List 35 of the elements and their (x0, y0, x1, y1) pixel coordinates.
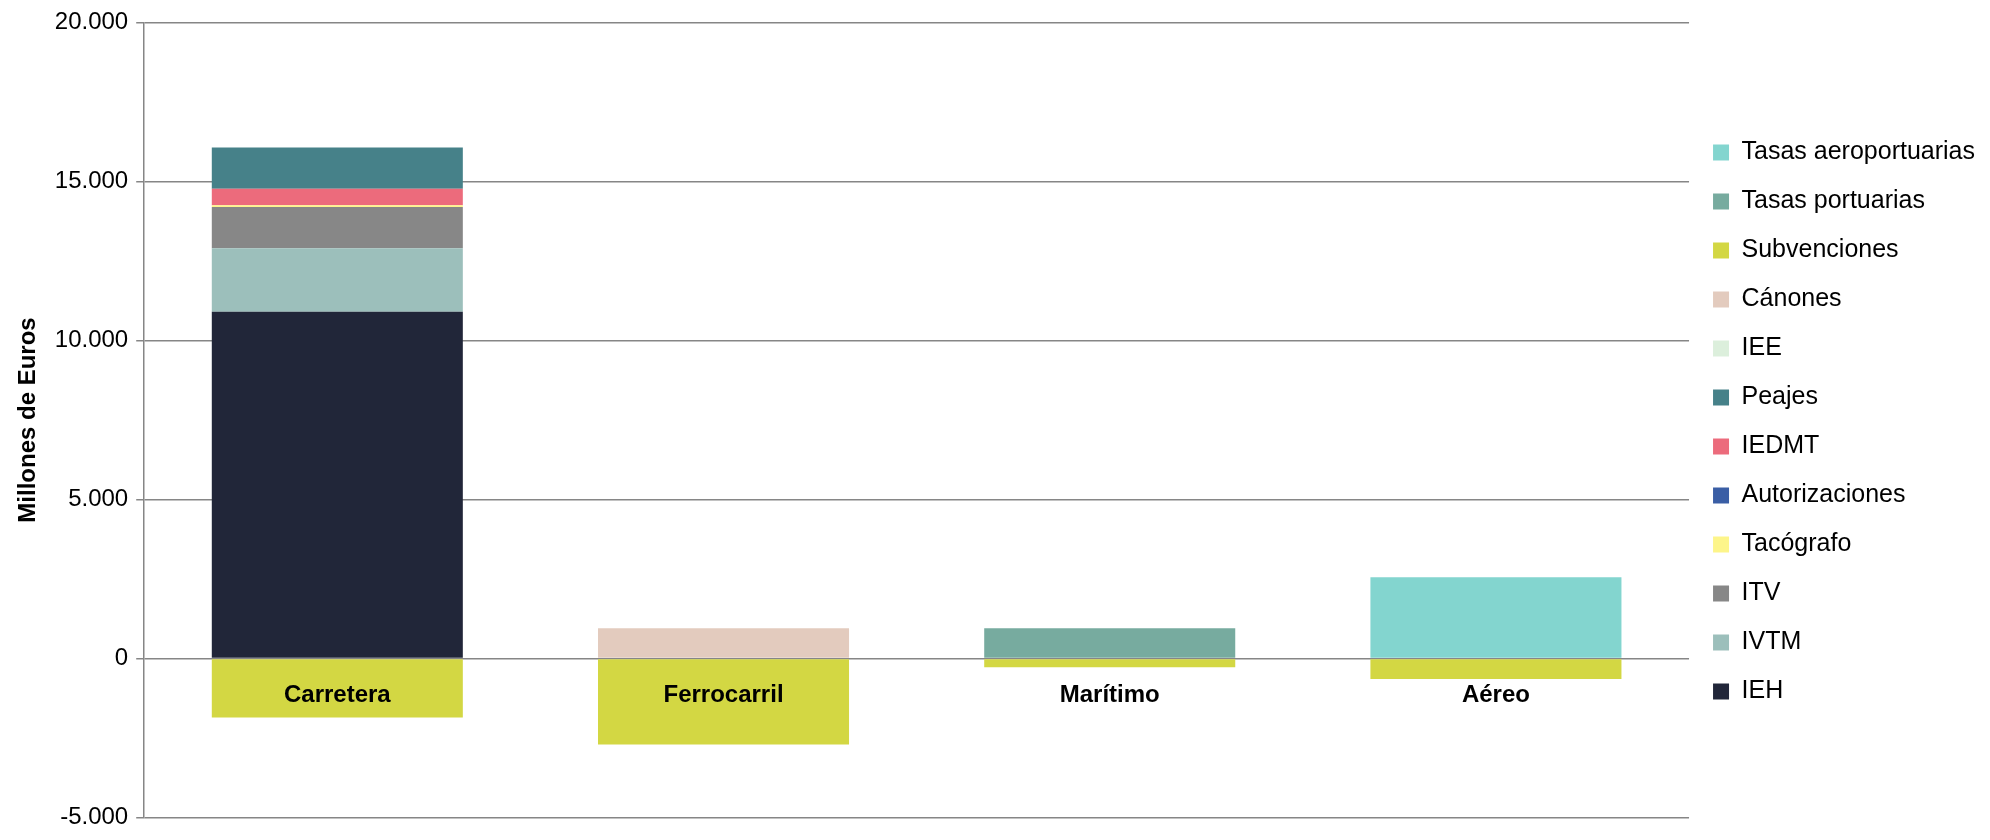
bar (211, 206, 463, 249)
legend-label: Peajes (1741, 381, 1818, 410)
bar (984, 628, 1236, 658)
x-tick-label: Ferrocarril (663, 679, 784, 707)
y-tick-label: 15.000 (54, 166, 129, 194)
bar (598, 659, 850, 745)
bar (211, 248, 463, 312)
legend-label: IEE (1741, 332, 1782, 361)
legend-label: Tacógrafo (1741, 528, 1852, 557)
legend-label: Subvenciones (1741, 234, 1899, 263)
y-tick-label: 5.000 (68, 484, 129, 512)
y-tick-label: -5.000 (60, 802, 129, 830)
bar (1370, 659, 1622, 679)
bar (211, 311, 463, 658)
bar (211, 188, 463, 206)
legend-label: Cánones (1741, 283, 1842, 312)
y-axis-title: Millones de Euros (13, 317, 41, 523)
legend-label: Autorizaciones (1741, 479, 1906, 508)
legend-label: Tasas aeroportuarias (1741, 136, 1976, 165)
bar (984, 659, 1236, 668)
y-tick-label: 20.000 (54, 7, 129, 35)
legend-label: Tasas portuarias (1741, 185, 1925, 214)
bar (211, 659, 463, 718)
y-tick-label: 0 (114, 643, 129, 671)
x-tick-label: Aéreo (1461, 679, 1530, 707)
legend-label: ITV (1741, 577, 1781, 606)
y-tick-label: 10.000 (54, 325, 129, 353)
x-tick-label: Marítimo (1059, 679, 1160, 707)
legend-label: IVTM (1741, 626, 1802, 655)
bar (211, 147, 463, 189)
bar (1370, 577, 1622, 658)
bar (598, 628, 850, 658)
x-tick-label: Carretera (283, 679, 392, 707)
legend-label: IEDMT (1741, 430, 1820, 459)
legend-label: IEH (1741, 675, 1784, 704)
